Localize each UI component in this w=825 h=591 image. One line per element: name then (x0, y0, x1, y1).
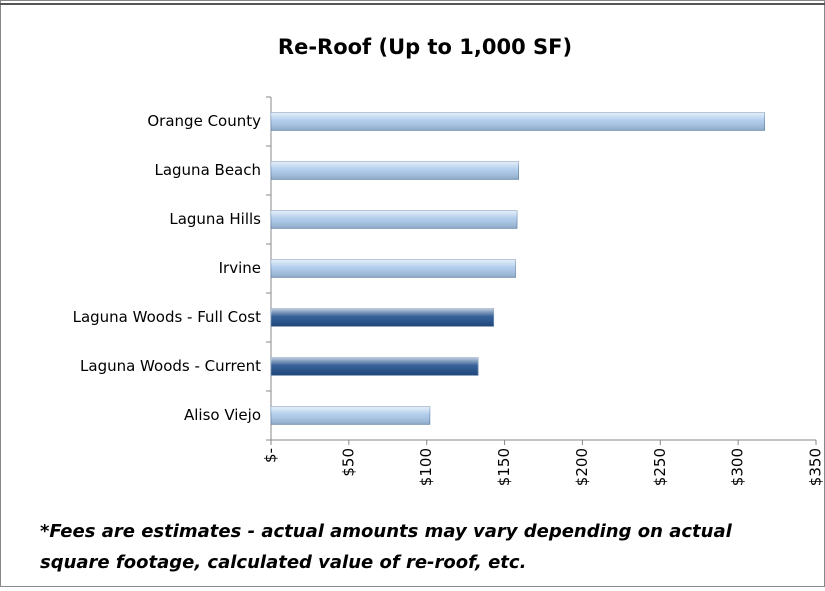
y-tick-label: Laguna Woods - Current (80, 357, 261, 375)
chart-title: Re-Roof (Up to 1,000 SF) (278, 35, 572, 59)
bar-shine (271, 112, 765, 131)
x-tick-label: $- (262, 448, 280, 463)
y-tick-label: Irvine (219, 259, 261, 277)
footnote: square footage, calculated value of re-r… (40, 552, 526, 573)
x-tick-label: $200 (573, 448, 591, 486)
x-tick-label: $300 (729, 448, 747, 486)
y-tick-label: Laguna Hills (169, 210, 261, 228)
bar-shine (271, 308, 494, 327)
y-tick-label: Aliso Viejo (184, 406, 261, 424)
x-tick-label: $350 (807, 448, 825, 486)
footnote: *Fees are estimates - actual amounts may… (40, 521, 733, 542)
x-tick-label: $100 (417, 448, 435, 486)
bar-shine (271, 210, 518, 229)
bar-shine (271, 357, 479, 376)
y-tick-label: Laguna Woods - Full Cost (73, 308, 262, 326)
y-tick-label: Laguna Beach (154, 161, 261, 179)
x-tick-label: $250 (651, 448, 669, 486)
y-tick-label: Orange County (147, 112, 261, 130)
bar-shine (271, 161, 519, 180)
x-tick-label: $50 (339, 448, 357, 477)
bar-shine (271, 406, 430, 425)
bar-shine (271, 259, 516, 278)
x-tick-label: $150 (495, 448, 513, 486)
